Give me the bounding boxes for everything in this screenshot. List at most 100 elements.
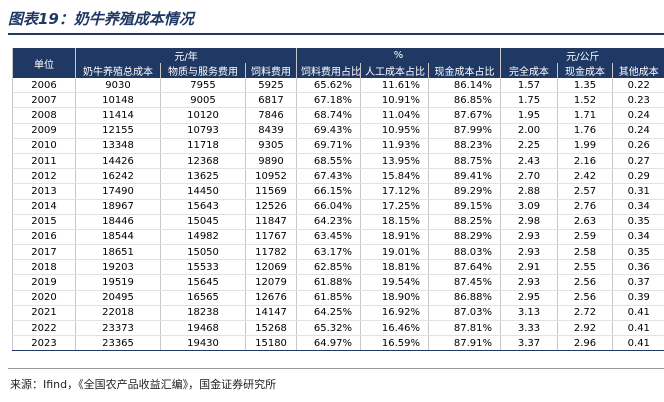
value-cell: 89.15% [428, 199, 501, 215]
value-cell: 2.55 [557, 259, 613, 276]
value-cell: 63.45% [296, 229, 361, 246]
value-cell: 0.26 [612, 138, 664, 154]
value-cell: 17490 [75, 183, 161, 200]
value-cell: 0.35 [612, 214, 664, 230]
value-cell: 13625 [160, 168, 246, 185]
value-cell: 11718 [160, 138, 246, 154]
value-cell: 2.58 [557, 244, 613, 261]
value-cell: 6817 [244, 92, 297, 109]
value-cell: 87.64% [428, 259, 501, 276]
source: 来源：Ifind，《全国农产品收益汇编》，国金证券研究所 [10, 378, 277, 391]
column-header: 物质与服务费用 [160, 63, 246, 78]
value-cell: 8439 [244, 123, 297, 139]
value-cell: 19468 [160, 320, 246, 337]
value-cell: 3.37 [500, 335, 558, 352]
value-cell: 18544 [75, 229, 161, 246]
title-rule [8, 33, 664, 35]
column-header: 人工成本占比 [360, 63, 429, 78]
value-cell: 12155 [75, 123, 161, 139]
value-cell: 5925 [244, 78, 297, 94]
data-row: 2015 18446 15045 11847 64.23% 18.15% 88.25% 2.9… [12, 214, 664, 230]
data-row: 2014 18967 15643 12526 66.04% 17.25% 89.15% 3.0… [12, 199, 664, 215]
value-cell: 64.25% [296, 305, 361, 322]
value-cell: 69.43% [296, 123, 361, 139]
value-cell: 88.75% [428, 153, 501, 170]
data-row: 2018 19203 15533 12069 62.85% 18.81% 87.64% 2.9… [12, 259, 664, 276]
data-row: 2016 18544 14982 11767 63.45% 18.91% 88.29% 2.9… [12, 229, 664, 246]
column-header: 其他成本 [612, 63, 664, 78]
value-cell: 11414 [75, 107, 161, 124]
value-cell: 64.23% [296, 214, 361, 230]
year-cell: 2015 [12, 214, 76, 230]
data-row: 2009 12155 10793 8439 69.43% 10.95% 87.99% 2.00… [12, 123, 664, 139]
value-cell: 18651 [75, 244, 161, 261]
source-rule [8, 368, 664, 369]
value-cell: 23373 [75, 320, 161, 337]
value-cell: 87.67% [428, 107, 501, 124]
value-cell: 86.14% [428, 78, 501, 94]
value-cell: 15050 [160, 244, 246, 261]
value-cell: 2.57 [557, 183, 613, 200]
value-cell: 10.95% [360, 123, 429, 139]
value-cell: 65.62% [296, 78, 361, 94]
value-cell: 66.15% [296, 183, 361, 200]
year-cell: 2018 [12, 259, 76, 276]
value-cell: 65.32% [296, 320, 361, 337]
value-cell: 0.24 [612, 123, 664, 139]
data-row: 2006 9030 7955 5925 65.62% 11.61% 86.14% 1.57 1.… [12, 78, 664, 94]
year-cell: 2013 [12, 183, 76, 200]
year-cell: 2022 [12, 320, 76, 337]
value-cell: 2.43 [500, 153, 558, 170]
value-cell: 9030 [75, 78, 161, 94]
value-cell: 12368 [160, 153, 246, 170]
year-cell: 2023 [12, 335, 76, 352]
value-cell: 63.17% [296, 244, 361, 261]
value-cell: 2.56 [557, 290, 613, 306]
value-cell: 0.37 [612, 274, 664, 291]
value-cell: 18446 [75, 214, 161, 230]
title: 图表19：奶牛养殖成本情况 [8, 10, 194, 28]
value-cell: 61.85% [296, 290, 361, 306]
value-cell: 2.98 [500, 214, 558, 230]
value-cell: 1.75 [500, 92, 558, 109]
value-cell: 23365 [75, 335, 161, 352]
year-cell: 2021 [12, 305, 76, 322]
group-header: % [296, 48, 501, 63]
value-cell: 7846 [244, 107, 297, 124]
value-cell: 15645 [160, 274, 246, 291]
value-cell: 2.93 [500, 274, 558, 291]
data-row: 2008 11414 10120 7846 68.74% 11.04% 87.67% 1.95… [12, 107, 664, 124]
value-cell: 2.88 [500, 183, 558, 200]
value-cell: 64.97% [296, 335, 361, 352]
value-cell: 2.00 [500, 123, 558, 139]
value-cell: 9890 [244, 153, 297, 170]
value-cell: 10952 [244, 168, 297, 185]
value-cell: 61.88% [296, 274, 361, 291]
value-cell: 11847 [244, 214, 297, 230]
value-cell: 9305 [244, 138, 297, 154]
value-cell: 10120 [160, 107, 246, 124]
data-row: 2013 17490 14450 11569 66.15% 17.12% 89.29% 2.8… [12, 183, 664, 200]
year-cell: 2007 [12, 92, 76, 109]
value-cell: 89.41% [428, 168, 501, 185]
value-cell: 13348 [75, 138, 161, 154]
value-cell: 15643 [160, 199, 246, 215]
data-row: 2007 10148 9005 6817 67.18% 10.91% 86.85% 1.75 1… [12, 92, 664, 109]
data-row: 2023 23365 19430 15180 64.97% 16.59% 87.91% 3.3… [12, 335, 664, 352]
data-row: 2011 14426 12368 9890 68.55% 13.95% 88.75% 2.43… [12, 153, 664, 170]
value-cell: 88.03% [428, 244, 501, 261]
value-cell: 2.59 [557, 229, 613, 246]
value-cell: 2.96 [557, 335, 613, 352]
value-cell: 11.93% [360, 138, 429, 154]
value-cell: 0.41 [612, 320, 664, 337]
value-cell: 68.74% [296, 107, 361, 124]
value-cell: 2.93 [500, 244, 558, 261]
column-header: 现金成本占比 [428, 63, 501, 78]
value-cell: 19430 [160, 335, 246, 352]
value-cell: 14426 [75, 153, 161, 170]
value-cell: 1.52 [557, 92, 613, 109]
data-row: 2019 19519 15645 12079 61.88% 19.54% 87.45% 2.9… [12, 274, 664, 291]
value-cell: 10793 [160, 123, 246, 139]
value-cell: 67.18% [296, 92, 361, 109]
value-cell: 86.85% [428, 92, 501, 109]
